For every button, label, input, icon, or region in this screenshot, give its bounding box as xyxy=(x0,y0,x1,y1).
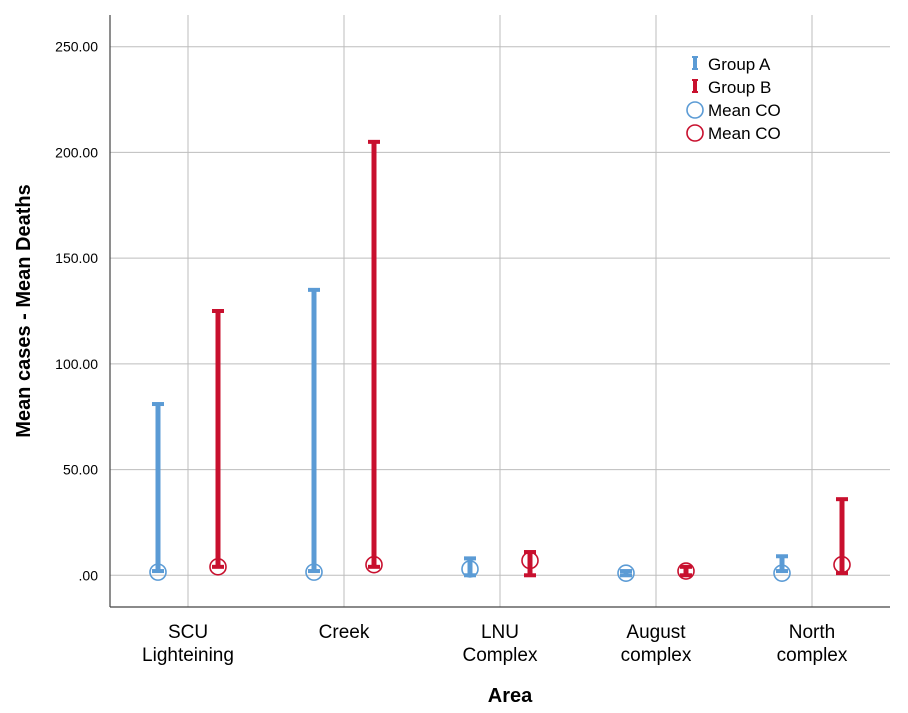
y-tick-label-1: 50.00 xyxy=(63,462,98,478)
y-tick-label-4: 200.00 xyxy=(55,144,98,160)
y-axis-title: Mean cases - Mean Deaths xyxy=(13,184,35,437)
x-tick-label-3: August complex xyxy=(621,622,692,666)
y-tick-label-2: 100.00 xyxy=(55,356,98,372)
legend-label-series-1: Group B xyxy=(708,78,771,97)
mean-marker-series-0-cat-4 xyxy=(773,564,791,582)
legend-marker-icon-1 xyxy=(686,124,704,142)
legend-label-marker-0: Mean CO xyxy=(708,101,781,120)
y-tick-label-0: .00 xyxy=(79,567,99,583)
legend-label-series-0: Group A xyxy=(708,55,771,74)
mean-marker-series-1-cat-1 xyxy=(365,555,383,574)
mean-marker-series-1-cat-4 xyxy=(833,555,851,574)
x-tick-label-4: North complex xyxy=(777,622,848,666)
y-tick-label-3: 150.00 xyxy=(55,250,98,266)
legend-marker-icon-0 xyxy=(686,101,704,119)
mean-marker-series-1-cat-2 xyxy=(521,551,539,570)
x-tick-label-2: LNU Complex xyxy=(463,622,538,666)
x-tick-label-0: SCU Lighteining xyxy=(142,622,234,666)
mean-marker-series-1-cat-3 xyxy=(677,562,695,580)
y-tick-label-5: 250.00 xyxy=(55,39,98,55)
mean-marker-series-0-cat-2 xyxy=(461,560,479,578)
x-tick-label-1: Creek xyxy=(319,622,370,643)
legend-label-marker-1: Mean CO xyxy=(708,124,781,143)
mean-marker-series-0-cat-0 xyxy=(149,563,167,581)
mean-marker-series-1-cat-0 xyxy=(209,558,227,576)
mean-marker-series-0-cat-1 xyxy=(305,563,323,581)
x-axis-title: Area xyxy=(488,685,533,707)
mean-marker-series-0-cat-3 xyxy=(617,564,635,582)
